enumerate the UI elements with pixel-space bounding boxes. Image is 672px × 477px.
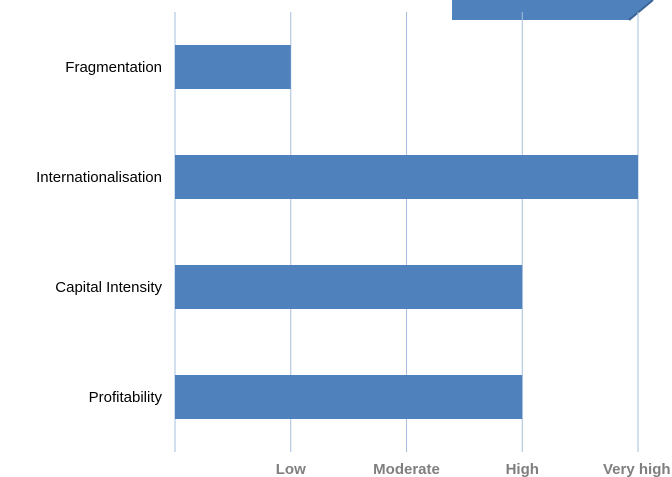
category-labels: Fragmentation Internationalisation Capital… — [36, 59, 162, 406]
category-label-profitability: Profitability — [89, 389, 163, 406]
callout-edge — [628, 0, 654, 21]
callout-shape — [452, 0, 653, 20]
bar-profitability — [175, 375, 523, 419]
x-tick-label-high: High — [506, 461, 539, 477]
bar-capital-intensity — [175, 265, 523, 309]
x-tick-label-moderate: Moderate — [373, 461, 440, 477]
category-label-capital-intensity: Capital Intensity — [55, 279, 162, 296]
category-label-fragmentation: Fragmentation — [65, 59, 162, 76]
category-label-internationalisation: Internationalisation — [36, 169, 162, 186]
x-tick-label-low: Low — [276, 461, 306, 477]
bar-internationalisation — [175, 155, 638, 199]
x-tick-label-very-high: Very high — [603, 461, 671, 477]
x-tick-labels: Low Moderate High Very high — [276, 461, 671, 477]
bar-fragmentation — [175, 45, 291, 89]
bars — [175, 45, 638, 419]
